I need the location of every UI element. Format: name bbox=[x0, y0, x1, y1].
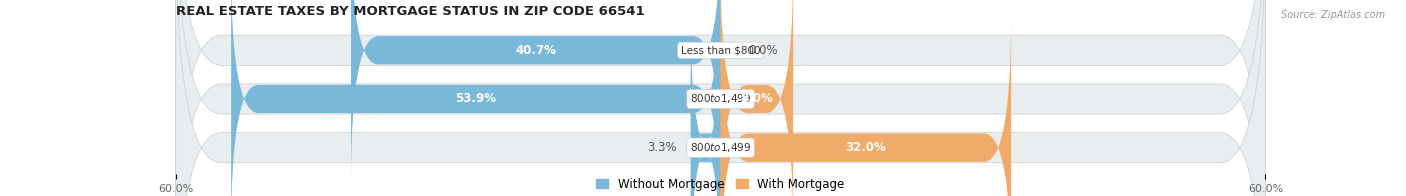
Text: 32.0%: 32.0% bbox=[845, 141, 886, 154]
FancyBboxPatch shape bbox=[231, 0, 721, 196]
Text: $800 to $1,499: $800 to $1,499 bbox=[690, 141, 751, 154]
FancyBboxPatch shape bbox=[352, 0, 721, 182]
Text: 40.7%: 40.7% bbox=[516, 44, 557, 57]
FancyBboxPatch shape bbox=[690, 16, 721, 196]
FancyBboxPatch shape bbox=[176, 0, 1265, 196]
Text: REAL ESTATE TAXES BY MORTGAGE STATUS IN ZIP CODE 66541: REAL ESTATE TAXES BY MORTGAGE STATUS IN … bbox=[176, 5, 644, 18]
FancyBboxPatch shape bbox=[176, 0, 1265, 196]
FancyBboxPatch shape bbox=[721, 16, 1011, 196]
Text: Less than $800: Less than $800 bbox=[681, 45, 761, 55]
Text: 8.0%: 8.0% bbox=[741, 93, 773, 105]
Text: $800 to $1,499: $800 to $1,499 bbox=[690, 93, 751, 105]
Text: 3.3%: 3.3% bbox=[647, 141, 678, 154]
Text: 0.0%: 0.0% bbox=[748, 44, 778, 57]
FancyBboxPatch shape bbox=[721, 0, 793, 196]
Text: Source: ZipAtlas.com: Source: ZipAtlas.com bbox=[1281, 10, 1385, 20]
FancyBboxPatch shape bbox=[176, 0, 1265, 196]
Legend: Without Mortgage, With Mortgage: Without Mortgage, With Mortgage bbox=[592, 173, 849, 196]
Text: 53.9%: 53.9% bbox=[456, 93, 496, 105]
